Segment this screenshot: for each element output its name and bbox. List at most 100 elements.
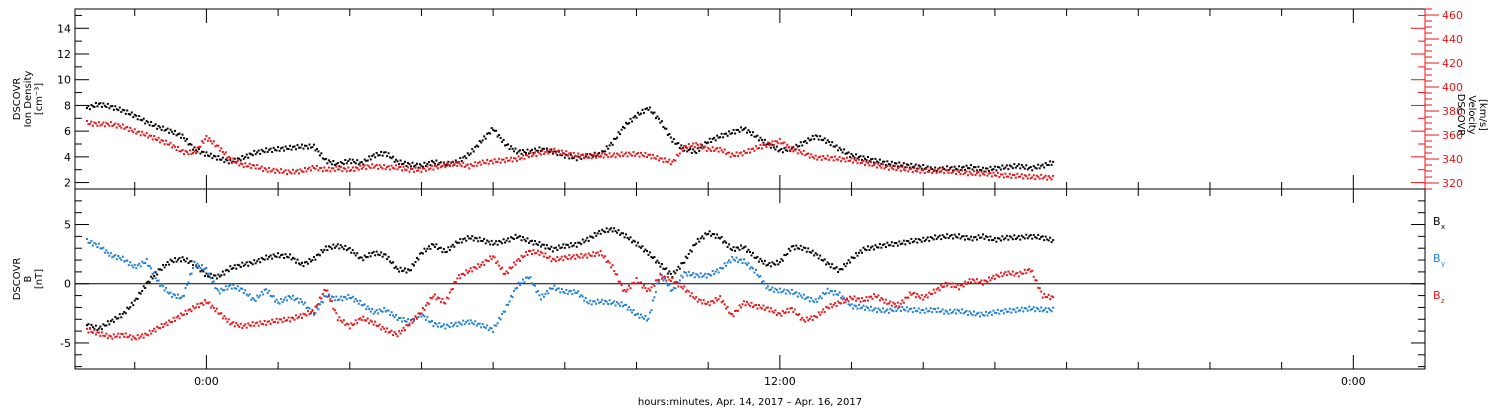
panel-top-series-0-point [838,146,841,149]
panel-bottom-series-1-point [487,329,490,332]
panel-top-series-0-point [144,122,147,125]
panel-top-series-0-point [308,143,311,146]
panel-bottom-series-0-point [642,250,645,253]
panel-bottom-series-2-point [889,300,892,303]
panel-top-series-1-point [886,164,889,167]
panel-top-series-1-point [188,149,191,152]
panel-top-series-0-point [551,152,554,155]
panel-bottom-series-0-point [669,272,672,275]
panel-bottom-series-1-point [235,287,238,290]
panel-bottom-series-1-point [562,290,565,293]
panel-top-series-1-point [332,167,335,170]
panel-bottom-series-2-point [950,286,953,289]
panel-bottom-series-1-point [380,309,383,312]
panel-bottom-series-0-point [723,240,726,243]
panel-top-series-0-point [174,129,177,132]
panel-bottom-series-0-point [1011,238,1014,241]
panel-bottom-series-0-point [792,245,795,248]
panel-top-series-1-point [683,144,686,147]
panel-top-series-1-point [193,150,196,153]
panel-top-series-1-point [861,161,864,164]
panel-bottom-series-2-point [114,336,117,339]
panel-top-series-0-point [265,147,268,150]
panel-top-series-0-point [188,142,191,145]
panel-top-series-1-point [357,168,360,171]
panel-bottom-series-1-point [681,276,684,279]
panel-bottom-series-0-point [211,277,214,280]
panel-bottom-series-2-point [559,257,562,260]
panel-top-series-1-point [126,126,129,129]
panel-bottom-series-0-point [760,260,763,263]
panel-bottom-series-0-point [847,259,850,262]
panel-bottom-series-2-point [535,252,538,255]
panel-bottom-series-0-point [223,273,226,276]
panel-top-y2-tick-label: 420 [1442,57,1463,70]
panel-bottom-series-1-point [135,267,138,270]
panel-bottom-series-1-point [731,256,734,259]
panel-top-series-1-point [374,165,377,168]
panel-top-series-0-point [977,165,980,168]
panel-bottom-series-0-point [796,247,799,250]
panel-top-series-0-point [883,160,886,163]
panel-top-series-0-point [129,113,132,116]
panel-bottom-series-1-point [329,297,332,300]
panel-bottom-series-2-point [861,297,864,300]
panel-top-series-1-point [778,137,781,140]
panel-top-series-1-point [298,172,301,175]
panel-bottom-series-0-point [191,264,194,267]
panel-top-series-1-point [505,156,508,159]
panel-top-series-1-point [247,165,250,168]
panel-top-series-1-point [156,139,159,142]
panel-top-series-0-point [501,140,504,143]
panel-bottom-series-0-point [315,254,318,257]
panel-bottom-series-1-point [829,290,832,293]
panel-bottom-series-0-point [229,265,232,268]
panel-bottom-series-2-point [814,315,817,318]
panel-top-series-1-point [187,153,190,156]
panel-bottom-series-2-point [740,306,743,309]
panel-top-series-0-point [734,132,737,135]
panel-bottom-series-2-point [623,288,626,291]
panel-top-series-1-point [798,149,801,152]
panel-top-series-0-point [533,147,536,150]
panel-top-series-0-point [314,149,317,152]
panel-bottom-series-0-point [610,227,613,230]
panel-bottom-series-1-point [557,287,560,290]
panel-bottom-series-2-point [159,327,162,330]
panel-bottom-series-0-point [910,238,913,241]
panel-bottom-series-1-point [862,304,865,307]
panel-bottom-series-2-point [701,302,704,305]
panel-bottom-series-0-point [274,255,277,258]
panel-bottom-series-0-point [1044,235,1047,238]
panel-top-series-0-point [716,134,719,137]
panel-bottom-series-1-point [141,260,144,263]
panel-top-series-0-point [723,133,726,136]
panel-bottom-series-0-point [625,233,628,236]
panel-top-series-1-point [157,136,160,139]
panel-top-series-0-point [280,147,283,150]
panel-bottom-series-1-point [251,296,254,299]
panel-top-series-1-point [108,124,111,127]
panel-bottom-series-2-point [354,319,357,322]
panel-top-series-0-point [366,159,369,162]
panel-bottom-series-2-point [1044,296,1047,299]
panel-top-series-0-point [710,141,713,144]
panel-top-frame [74,8,1426,190]
panel-top-series-1-point [160,139,163,142]
panel-bottom-series-2-point [956,283,959,286]
panel-top-series-1-point [242,166,245,169]
panel-bottom-series-1-point [620,301,623,304]
panel-top-series-1-point [312,166,315,169]
panel-bottom-series-2-point [372,323,375,326]
panel-top-series-1-point [516,159,519,162]
panel-bottom-series-2-point [666,276,669,279]
panel-bottom-series-1-point [875,311,878,314]
panel-bottom-series-1-point [871,309,874,312]
panel-bottom-series-1-point [846,298,849,301]
panel-bottom-series-0-point [218,275,221,278]
panel-top-series-1-point [530,155,533,158]
panel-top-series-1-point [471,164,474,167]
panel-bottom-series-0-point [311,259,314,262]
panel-bottom-series-1-point [789,292,792,295]
panel-bottom-series-0-point [705,233,708,236]
